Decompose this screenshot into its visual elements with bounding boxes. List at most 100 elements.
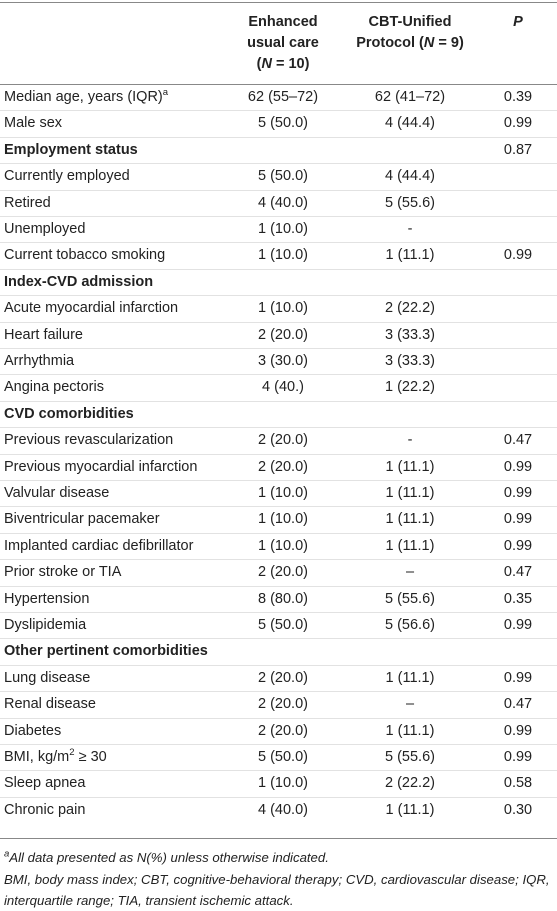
cbt-cell: 1 (11.1) bbox=[385, 722, 435, 739]
row-label: Diabetes bbox=[4, 718, 61, 744]
p-cell: 0.99 bbox=[503, 511, 533, 528]
abbreviations: BMI, body mass index; CBT, cognitive-beh… bbox=[4, 872, 550, 908]
p-cell: 0.99 bbox=[503, 749, 533, 765]
usual-cell: 1 (10.0) bbox=[258, 775, 308, 792]
row-rule bbox=[0, 585, 557, 587]
header-line: CBT-Unified bbox=[368, 14, 452, 30]
p-cell: 0.99 bbox=[503, 115, 533, 132]
p-cell: 0.99 bbox=[503, 537, 533, 554]
label-text: Sleep apnea bbox=[4, 775, 86, 792]
label-text: Angina pectoris bbox=[4, 379, 104, 396]
usual-cell: 2 (20.0) bbox=[258, 326, 308, 343]
header-p: P bbox=[513, 14, 523, 30]
cbt-cell: 5 (55.6) bbox=[385, 194, 435, 211]
bottom-rule bbox=[0, 838, 557, 839]
row-label: Previous myocardial infarction bbox=[4, 454, 197, 480]
row-rule bbox=[0, 796, 557, 798]
row-rule bbox=[0, 400, 557, 402]
row-label: Heart failure bbox=[4, 322, 83, 348]
usual-cell: 2 (20.0) bbox=[258, 669, 308, 686]
header-text: N bbox=[261, 56, 272, 72]
row-label: Hypertension bbox=[4, 586, 89, 612]
header-cbt: CBT-Unified Protocol (N = 9) bbox=[345, 12, 475, 54]
usual-cell: 3 (30.0) bbox=[258, 353, 308, 369]
row-label: Acute myocardial infarction bbox=[4, 295, 178, 321]
row-rule bbox=[0, 770, 557, 772]
row-label: Prior stroke or TIA bbox=[4, 559, 121, 585]
cbt-cell: 1 (11.1) bbox=[385, 247, 435, 264]
label-text: Hypertension bbox=[4, 590, 90, 607]
row-label: Dyslipidemia bbox=[4, 612, 86, 638]
row-label: Implanted cardiac defibrillator bbox=[4, 533, 193, 559]
header-line: usual care bbox=[247, 35, 319, 51]
usual-cell: 1 (10.0) bbox=[258, 247, 308, 264]
cbt-cell: 4 (44.4) bbox=[385, 168, 435, 185]
p-cell: 0.99 bbox=[503, 617, 533, 633]
row-rule bbox=[0, 163, 557, 165]
cbt-cell: 3 (33.3) bbox=[385, 326, 435, 343]
usual-cell: 8 (80.0) bbox=[258, 590, 308, 607]
cbt-cell: 62 (41–72) bbox=[374, 89, 446, 105]
label-text: Arrhythmia bbox=[4, 353, 75, 369]
usual-cell: 1 (10.0) bbox=[258, 221, 308, 237]
p-cell: 0.47 bbox=[503, 696, 533, 713]
row-rule bbox=[0, 189, 557, 191]
p-cell: 0.35 bbox=[503, 590, 533, 607]
header-text: = 9) bbox=[434, 35, 464, 51]
label-text: Current tobacco smoking bbox=[4, 247, 166, 264]
p-cell: 0.99 bbox=[503, 485, 533, 501]
p-cell: 0.99 bbox=[503, 247, 533, 264]
usual-cell: 4 (40.0) bbox=[258, 801, 308, 818]
cbt-cell: 1 (11.1) bbox=[385, 801, 435, 818]
cbt-cell: - bbox=[407, 432, 413, 449]
cbt-cell: 1 (11.1) bbox=[385, 537, 435, 554]
p-cell: 0.30 bbox=[503, 801, 533, 818]
p-cell: 0.99 bbox=[503, 458, 533, 475]
cbt-cell: 5 (56.6) bbox=[385, 617, 435, 633]
p-cell: 0.87 bbox=[503, 141, 533, 158]
usual-cell: 62 (55–72) bbox=[247, 89, 319, 105]
label-text: Unemployed bbox=[4, 221, 86, 237]
p-cell: 0.39 bbox=[503, 89, 533, 105]
row-label: Lung disease bbox=[4, 665, 90, 691]
row-rule bbox=[0, 532, 557, 534]
row-rule bbox=[0, 321, 557, 323]
p-cell: 0.47 bbox=[503, 432, 533, 449]
row-rule bbox=[0, 744, 557, 745]
section-heading: Other pertinent comorbidities bbox=[4, 643, 208, 660]
row-label: Retired bbox=[4, 190, 51, 216]
cbt-cell: 5 (55.6) bbox=[385, 590, 435, 607]
label-text: ≥ 30 bbox=[74, 749, 107, 765]
label-text: Acute myocardial infarction bbox=[4, 300, 179, 317]
row-rule bbox=[0, 427, 557, 429]
row-rule bbox=[0, 242, 557, 244]
p-cell: 0.99 bbox=[503, 722, 533, 739]
cbt-cell: 5 (55.6) bbox=[385, 749, 435, 765]
row-label: Unemployed bbox=[4, 216, 85, 242]
row-rule bbox=[0, 717, 557, 719]
cbt-cell: 3 (33.3) bbox=[385, 353, 435, 369]
header-line: Protocol (N = 9) bbox=[345, 33, 475, 54]
row-rule bbox=[0, 268, 557, 270]
label-text: Valvular disease bbox=[4, 485, 110, 501]
label-text: BMI, kg/m bbox=[4, 749, 70, 765]
usual-cell: 4 (40.0) bbox=[258, 194, 308, 211]
label-text: Prior stroke or TIA bbox=[4, 564, 122, 581]
row-label: Arrhythmia bbox=[4, 348, 74, 374]
row-label: Sleep apnea bbox=[4, 770, 85, 796]
usual-cell: 5 (50.0) bbox=[258, 749, 308, 765]
header-line: (N = 10) bbox=[223, 54, 343, 75]
footnote-mark: a bbox=[4, 848, 10, 860]
row-label: Biventricular pacemaker bbox=[4, 506, 160, 532]
usual-cell: 5 (50.0) bbox=[258, 115, 308, 132]
label-sup: 2 bbox=[69, 747, 75, 759]
cbt-cell: 1 (22.2) bbox=[385, 379, 435, 396]
cbt-cell: 1 (11.1) bbox=[385, 485, 435, 501]
row-label: BMI, kg/m2 ≥ 30 bbox=[4, 744, 107, 770]
row-label: Previous revascularization bbox=[4, 427, 173, 453]
row-rule bbox=[0, 374, 557, 376]
cbt-cell: 2 (22.2) bbox=[385, 300, 435, 317]
row-rule bbox=[0, 691, 557, 693]
cbt-cell: 1 (11.1) bbox=[385, 669, 435, 686]
